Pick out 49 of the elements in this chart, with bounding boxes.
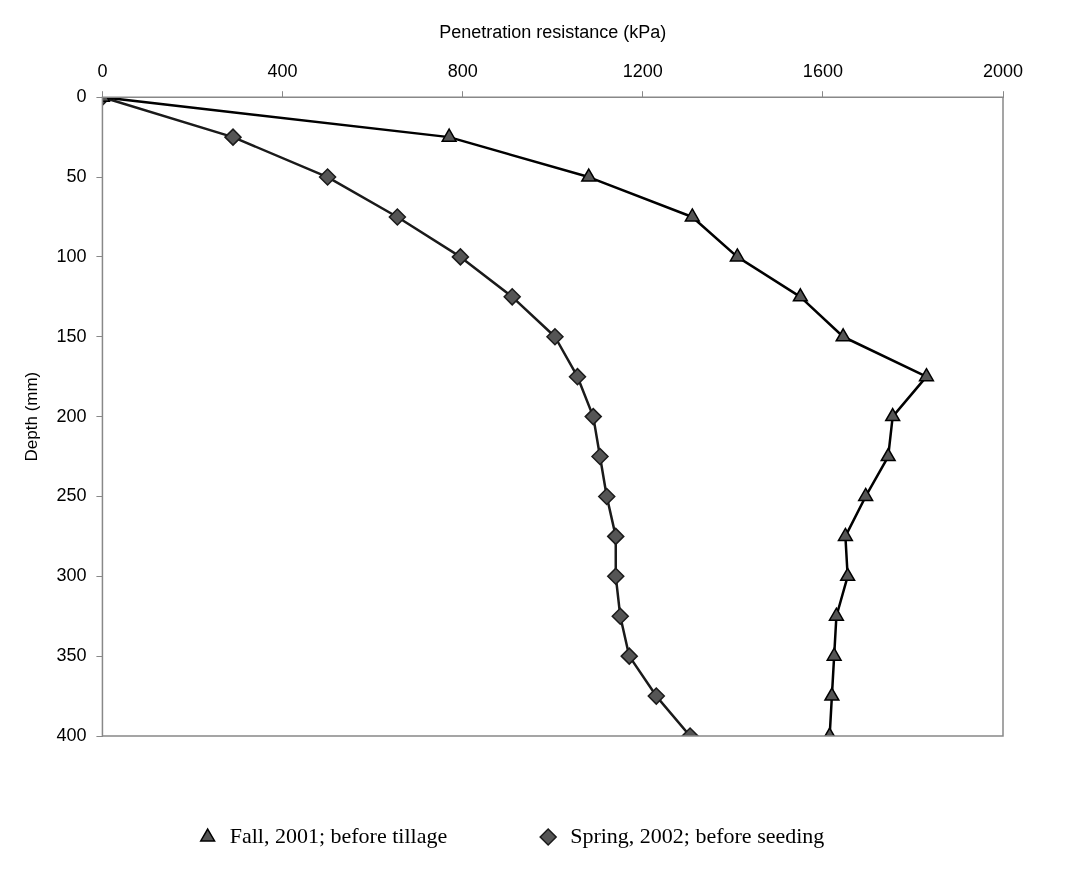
point [857,487,874,502]
legend-label: Spring, 2002; before seeding [570,822,825,848]
point [611,607,630,625]
point [441,128,457,142]
point [792,288,809,302]
point [224,128,242,146]
point [684,208,700,222]
y-tick-label: 350 [56,645,87,666]
point [828,607,845,621]
point [885,407,901,422]
y-tick-label: 400 [56,724,87,745]
point [503,288,521,306]
x-tick-label: 1600 [802,61,843,82]
point [388,208,407,226]
point [835,328,851,342]
point [620,647,639,665]
y-tick-label: 150 [56,325,87,346]
point [837,527,854,542]
y-axis-title: Depth (mm) [21,371,41,462]
point [451,248,470,266]
point [568,367,587,386]
point [598,487,616,506]
legend-label: Fall, 2001; before tillage [229,822,448,848]
point [591,447,609,466]
point [824,687,840,701]
point [607,527,625,546]
x-tick-label: 0 [97,61,108,82]
point [826,647,842,661]
x-tick-label: 400 [267,61,298,82]
point [584,407,602,426]
y-tick-label: 250 [56,485,87,506]
y-tick-label: 50 [66,166,87,187]
point [581,168,597,182]
x-tick-label: 800 [447,61,478,82]
point [607,567,625,586]
point [318,168,337,186]
y-tick-label: 0 [76,86,87,107]
y-tick-label: 300 [56,565,87,586]
x-tick-label: 1200 [622,61,663,82]
point [647,687,666,705]
point [546,328,564,346]
point [880,447,896,462]
point [729,248,746,262]
x-axis-title: Penetration resistance (kPa) [439,21,667,42]
point [839,567,856,582]
y-tick-label: 200 [56,405,87,426]
point [918,367,935,382]
y-tick-label: 100 [56,245,87,266]
x-tick-label: 2000 [982,61,1024,82]
